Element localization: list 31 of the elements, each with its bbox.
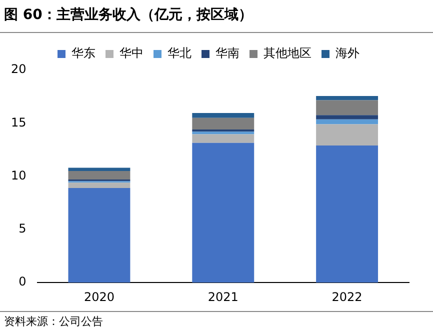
- x-tick-label: 2020: [84, 290, 114, 304]
- x-tick-label: 2021: [208, 290, 238, 304]
- y-tick-label: 5: [18, 222, 26, 236]
- y-tick-label: 20: [10, 62, 26, 76]
- bar: [316, 119, 378, 124]
- y-tick-label: 0: [18, 274, 26, 289]
- bar: [192, 134, 254, 143]
- bar: [68, 170, 130, 180]
- bar: [192, 118, 254, 130]
- legend-label: 其他地区: [264, 46, 312, 60]
- legend-label: 华东: [72, 46, 96, 60]
- bar: [316, 100, 378, 116]
- y-tick-label: 15: [10, 115, 26, 130]
- bar: [68, 182, 130, 188]
- bar: [68, 168, 130, 171]
- legend-label: 华南: [216, 46, 240, 60]
- bar: [316, 145, 378, 283]
- bar: [316, 124, 378, 146]
- bar: [192, 142, 254, 283]
- bar: [192, 132, 254, 134]
- chart-title: 图 60：主营业务收入（亿元，按区域）: [4, 6, 252, 24]
- x-tick-label: 2022: [332, 290, 362, 304]
- text: 资料来源：公司公告: [4, 314, 103, 329]
- legend-label: 海外: [336, 46, 360, 60]
- bar: [68, 188, 130, 283]
- bar: [192, 113, 254, 118]
- y-tick-label: 10: [10, 168, 26, 182]
- legend-label: 华北: [168, 46, 192, 60]
- bar: [316, 96, 378, 100]
- legend-label: 华中: [120, 46, 144, 60]
- bar: [316, 115, 378, 120]
